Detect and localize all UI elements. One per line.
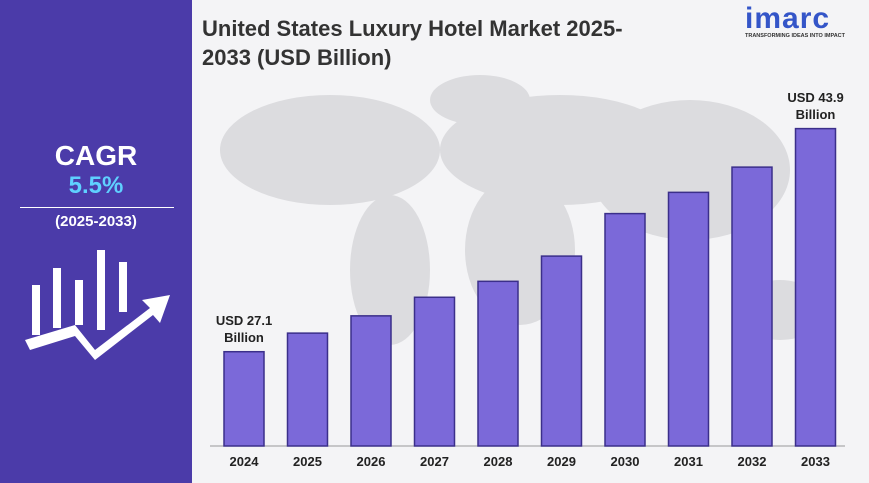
value-label: USD 27.1 Billion: [215, 312, 273, 345]
x-tick-label: 2033: [801, 454, 830, 469]
bar: [286, 332, 329, 447]
x-tick-label: 2031: [674, 454, 703, 469]
x-tick-label: 2029: [547, 454, 576, 469]
x-tick-label: 2024: [230, 454, 260, 469]
cagr-label: CAGR: [54, 140, 138, 171]
bar: [477, 280, 519, 447]
logo: imarc TRANSFORMING IDEAS INTO IMPACT: [745, 2, 865, 39]
bar: [604, 212, 646, 447]
x-tick-label: 2030: [611, 454, 640, 469]
x-tick-label: 2028: [484, 454, 513, 469]
value-label: USD 43.9 Billion: [787, 89, 844, 122]
cagr-value: 5.5%: [68, 172, 124, 199]
cagr-period: (2025-2033): [55, 213, 137, 230]
bar: [731, 166, 773, 447]
bar: [540, 255, 583, 447]
x-tick-label: 2032: [738, 454, 767, 469]
chart-title: United States Luxury Hotel Market 2025-2…: [202, 16, 623, 70]
bar: [667, 191, 710, 447]
x-tick-label: 2026: [357, 454, 386, 469]
bar: [350, 315, 392, 447]
divider: [20, 207, 174, 208]
x-tick-label: 2025: [293, 454, 322, 469]
growth-icon: [25, 250, 170, 360]
bar: [794, 127, 837, 447]
bar: [223, 350, 265, 447]
x-tick-label: 2027: [420, 454, 449, 469]
sidebar: CAGR 5.5% (2025-2033): [0, 0, 192, 483]
logo-tagline: TRANSFORMING IDEAS INTO IMPACT: [745, 33, 846, 39]
bar: [413, 296, 456, 447]
logo-name: imarc: [745, 2, 831, 35]
